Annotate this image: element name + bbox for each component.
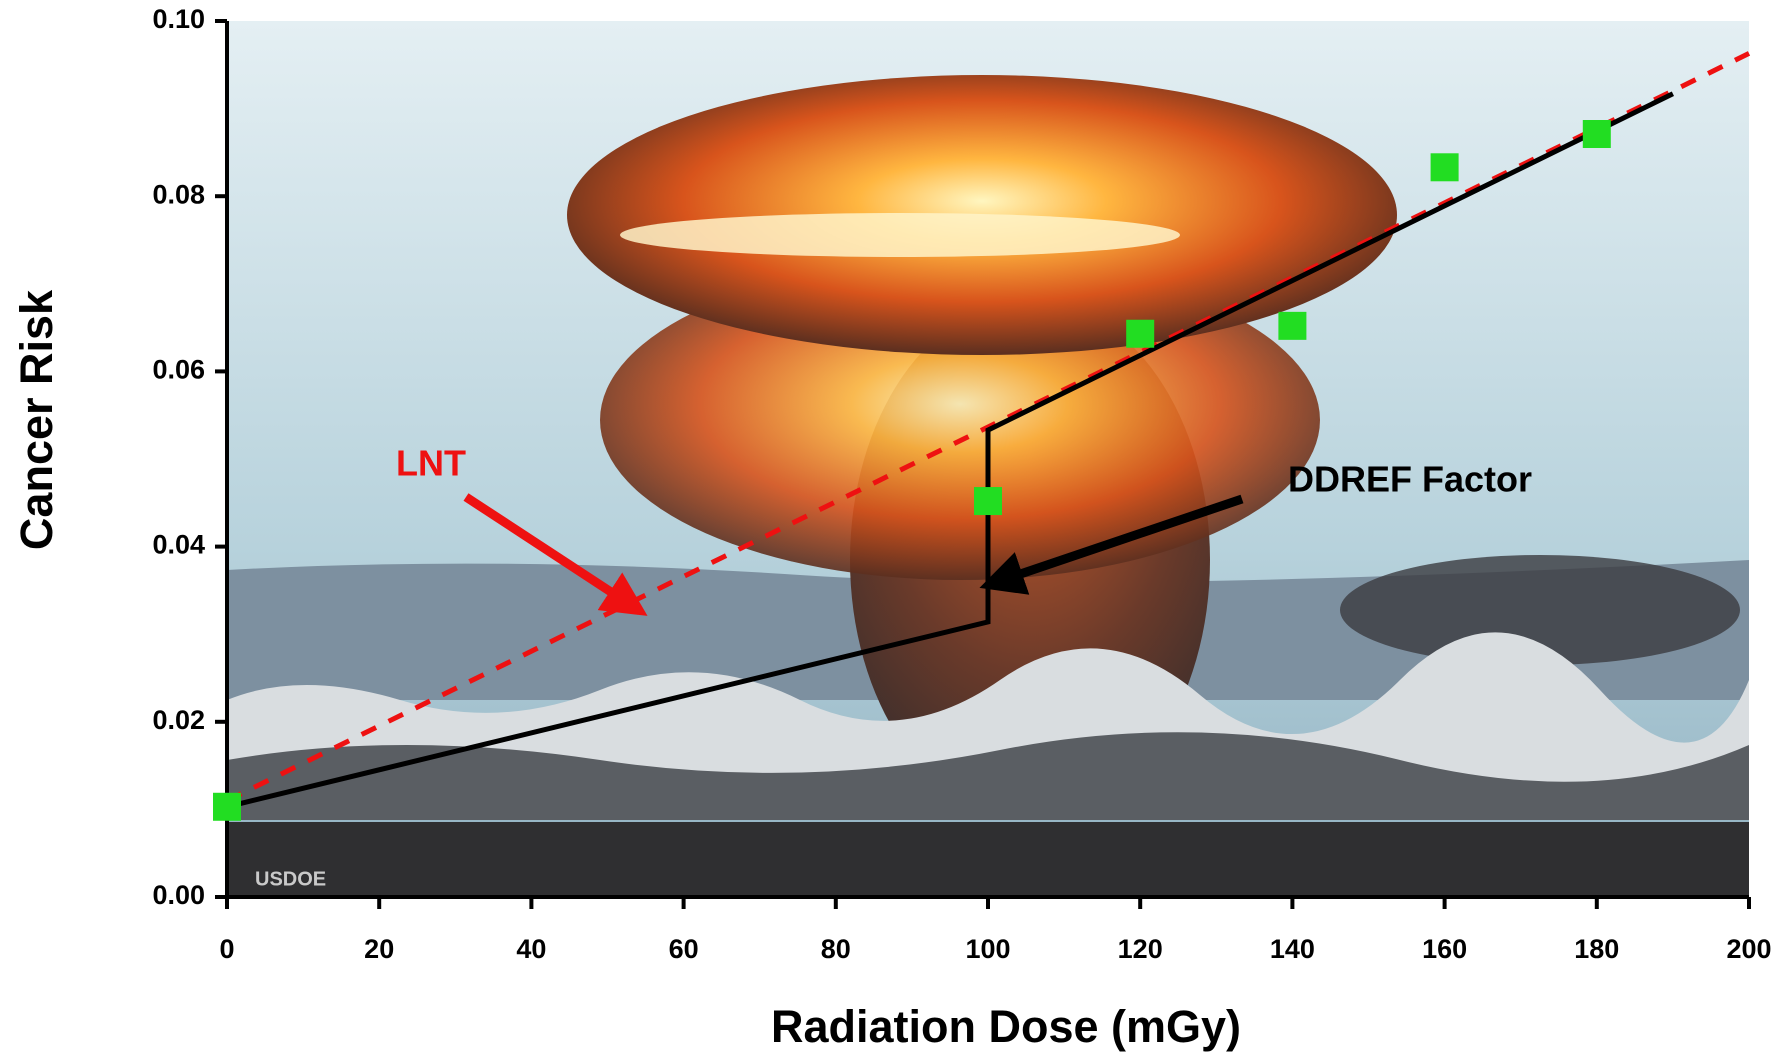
annotation-label: LNT: [396, 443, 466, 484]
x-axis-title: Radiation Dose (mGy): [771, 1001, 1241, 1052]
data-point: [1126, 319, 1155, 348]
annotation-label: DDREF Factor: [1288, 459, 1532, 500]
lnt-line: [225, 51, 1751, 803]
x-tick-label: 120: [1118, 934, 1163, 964]
data-point: [974, 487, 1002, 516]
x-tick-label: 160: [1422, 934, 1467, 964]
x-tick-label: 180: [1574, 934, 1619, 964]
background-photo: USDOE: [227, 21, 1749, 897]
y-tick-label: 0.10: [152, 4, 205, 34]
x-tick-label: 100: [965, 934, 1010, 964]
x-tick-label: 200: [1726, 934, 1771, 964]
data-point: [1278, 311, 1307, 340]
data-point: [1582, 120, 1611, 149]
y-tick-label: 0.08: [152, 179, 205, 209]
y-tick-label: 0.00: [152, 880, 205, 910]
x-tick-label: 0: [219, 934, 234, 964]
watermark: USDOE: [255, 868, 326, 890]
x-tick-label: 60: [669, 934, 699, 964]
data-point: [1430, 153, 1459, 182]
data-point: [213, 792, 241, 821]
ddref-line: [226, 91, 1675, 810]
annotation-arrow: [463, 493, 648, 616]
annotation-arrow: [979, 494, 1244, 595]
x-tick-label: 80: [821, 934, 851, 964]
y-tick-label: 0.02: [152, 705, 205, 735]
x-tick-label: 40: [516, 934, 546, 964]
x-tick-label: 140: [1270, 934, 1315, 964]
y-tick-label: 0.04: [152, 530, 205, 560]
x-tick-label: 20: [364, 934, 394, 964]
y-axis-title: Cancer Risk: [11, 289, 62, 550]
y-tick-label: 0.06: [152, 355, 205, 385]
